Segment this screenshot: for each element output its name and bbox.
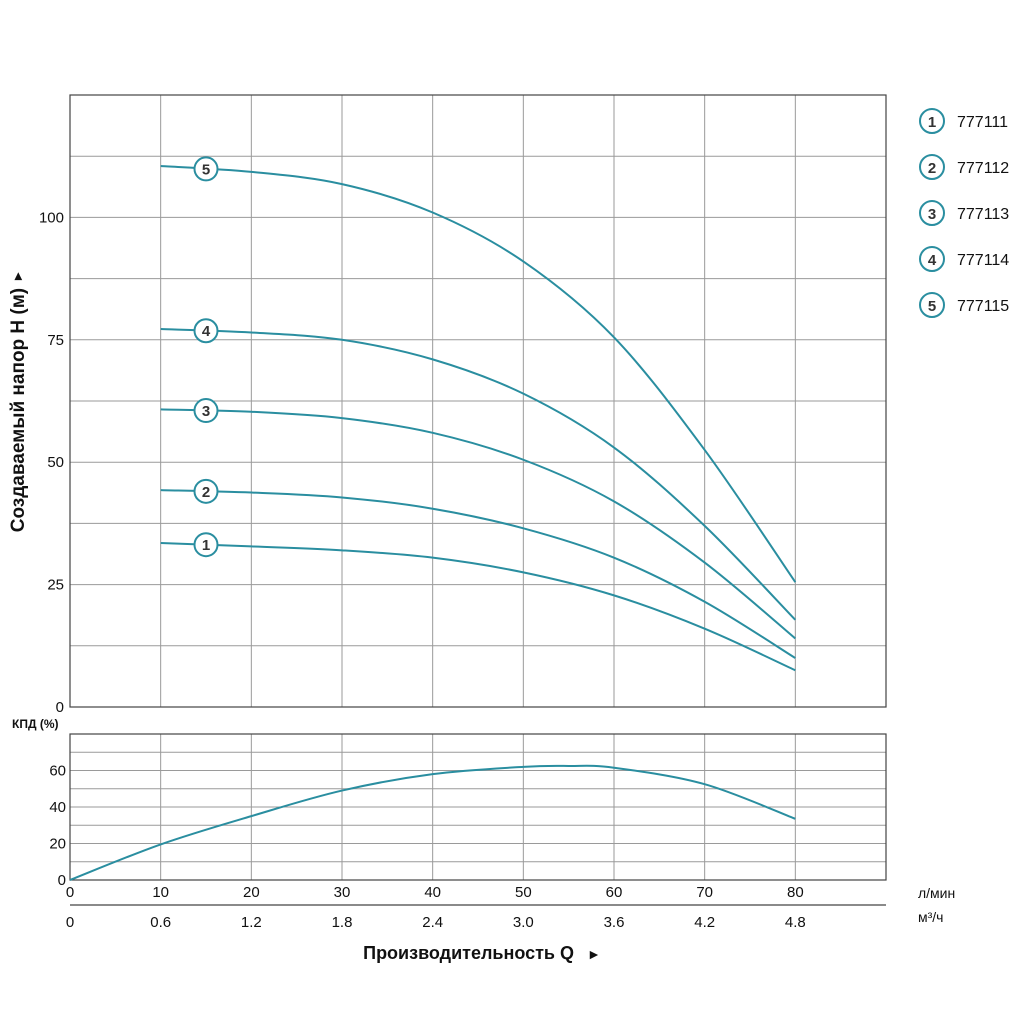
efficiency-plot-frame [69,733,887,881]
x-tick-label-lpm: 70 [696,884,713,901]
x-tick-label-m3h: 1.8 [332,914,353,931]
head-y-tick-label: 50 [47,454,64,471]
legend-badge-number: 1 [928,114,936,131]
x-axis-title: Производительность Q ► [363,943,601,963]
x-tick-label-lpm: 50 [515,884,532,901]
legend-label-777113: 777113 [957,206,1009,223]
legend-label-777112: 777112 [957,160,1009,177]
head-y-tick-label: 100 [39,209,64,226]
grid-layer [70,95,886,880]
tick-labels: 0 25 50 75 100 0 20 40 60 0 10 20 30 40 50 60 70 80 0 0.6 1.… [39,209,806,931]
x-tick-label-m3h: 3.0 [513,914,534,931]
legend-badge-2 [919,154,945,180]
head-curve-777114 [160,328,797,621]
legend-label-777111: 777111 [957,114,1008,131]
series-layer: 1 2 3 4 5 [69,156,797,881]
efficiency-y-tick-label: 0 [58,872,66,889]
x-tick-label-m3h: 1.2 [241,914,262,931]
x-tick-label-lpm: 0 [66,884,74,901]
y-axis-title: Создаваемый напор Н (м) ► [8,270,29,533]
curve-badge-4 [193,318,219,344]
legend-badge-number: 3 [928,206,936,223]
x-tick-label-lpm: 60 [606,884,623,901]
x-axis-title-text: Производительность Q [363,943,574,963]
curve-badge-number: 2 [202,484,210,501]
efficiency-axis-title: КПД (%) [12,717,59,731]
curve-badge-number: 5 [202,161,210,178]
legend-label-777115: 777115 [957,298,1009,315]
x-tick-label-m3h: 0.6 [150,914,171,931]
curve-badge-3 [193,398,219,424]
legend-badge-1 [919,108,945,134]
x-tick-label-m3h: 4.8 [785,914,806,931]
curve-badge-5 [193,156,219,182]
efficiency-y-tick-label: 40 [49,799,66,816]
x-tick-label-lpm: 10 [152,884,169,901]
curve-badge-number: 3 [202,403,210,420]
x-tick-label-lpm: 80 [787,884,804,901]
x-tick-label-m3h: 4.2 [694,914,715,931]
plot-frames [69,94,887,906]
efficiency-curve [69,764,796,881]
legend-badge-4 [919,246,945,272]
y-axis-arrow: ► [10,270,25,283]
head-y-tick-label: 75 [47,332,64,349]
curve-badge-number: 1 [202,537,210,554]
legend: 1 777111 2 777112 3 777113 4 777114 5 777115 [919,108,1009,318]
x-tick-label-m3h: 3.6 [604,914,625,931]
head-curve-777112 [160,489,796,659]
head-plot-frame [69,94,887,708]
head-curve-777111 [160,541,796,672]
x-unit-secondary: м³/ч [918,909,943,925]
curve-badge-1 [193,532,219,558]
x-tick-label-lpm: 40 [424,884,441,901]
x-unit-primary: л/мин [918,885,955,901]
curve-badge-number: 4 [202,323,211,340]
legend-badge-number: 4 [928,252,937,269]
head-y-tick-label: 0 [56,699,64,716]
x-tick-label-lpm: 30 [334,884,351,901]
legend-badge-number: 5 [928,298,936,315]
legend-label-777114: 777114 [957,252,1009,269]
efficiency-y-tick-label: 60 [49,763,66,780]
legend-badge-3 [919,200,945,226]
legend-badge-5 [919,292,945,318]
head-curve-777115 [160,164,797,583]
efficiency-y-tick-label: 20 [49,836,66,853]
x-axis-arrow: ► [587,946,601,962]
legend-badge-number: 2 [928,160,936,177]
head-curve-777113 [160,408,796,640]
y-axis-title-text: Создаваемый напор Н (м) [8,288,29,532]
head-y-tick-label: 25 [47,577,64,594]
x-tick-label-m3h: 0 [66,914,74,931]
curve-badge-2 [193,478,219,504]
x-tick-label-lpm: 20 [243,884,260,901]
x-tick-label-m3h: 2.4 [422,914,443,931]
